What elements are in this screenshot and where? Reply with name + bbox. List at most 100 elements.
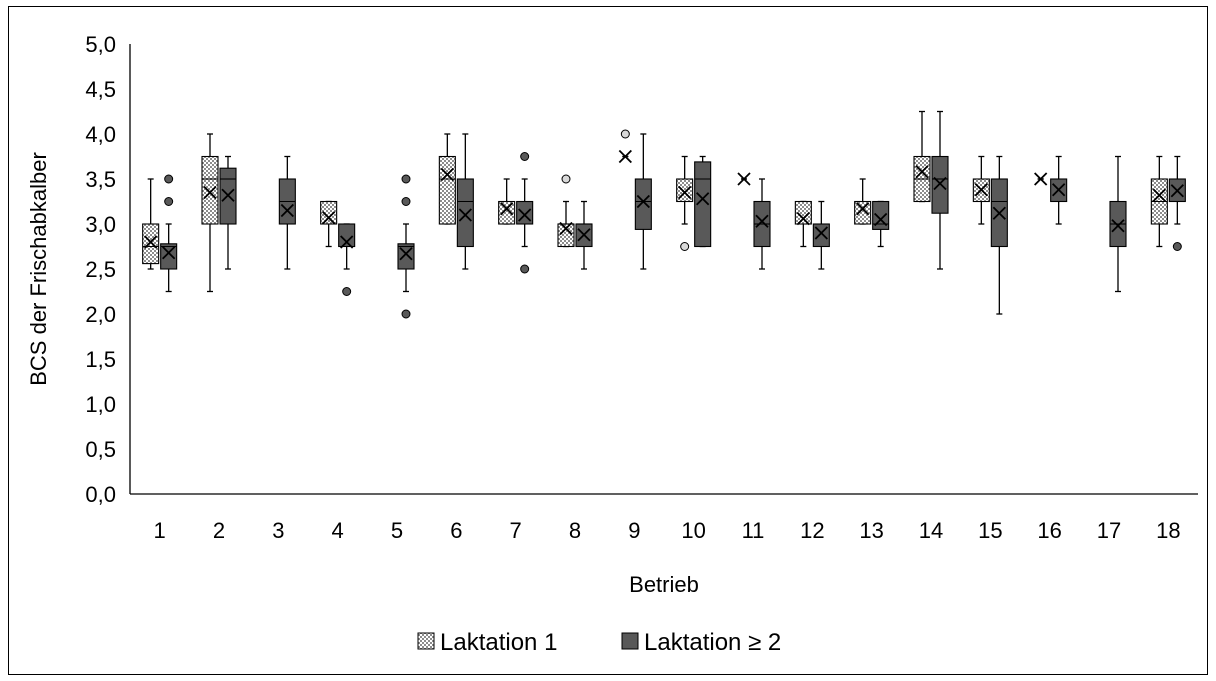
mean-marker	[458, 208, 472, 222]
box-laktation-1-betrieb-10	[676, 155, 694, 251]
mean-marker	[518, 208, 532, 222]
x-tick-label: 11	[742, 518, 765, 543]
box-laktation-1-betrieb-11	[737, 172, 751, 186]
outlier-point	[164, 174, 174, 184]
mean-marker	[1052, 183, 1066, 197]
legend-swatch-laktation-1	[417, 632, 435, 650]
y-tick-label: 4,0	[85, 122, 116, 147]
mean-marker	[636, 194, 650, 209]
y-tick-label: 3,0	[85, 212, 116, 237]
legend-label-laktation-2-plus: Laktation ≥ 2	[644, 629, 781, 656]
mean-marker	[814, 226, 828, 240]
x-tick-label: 9	[628, 518, 640, 543]
box-laktation-1-betrieb-15	[972, 155, 990, 225]
box-laktation-1-betrieb-9	[618, 129, 632, 164]
x-tick-label: 7	[510, 518, 522, 543]
y-tick-label: 1,0	[85, 392, 116, 417]
box-laktation-2-plus-betrieb-18	[1168, 155, 1186, 251]
box-laktation-1-betrieb-2	[201, 133, 219, 293]
box-laktation-2-plus-betrieb-14	[931, 110, 949, 270]
mean-marker	[322, 211, 336, 225]
box-iqr	[438, 155, 456, 225]
y-axis-ticks: 0,0 0,5 1,0 1,5 2,0 2,5 3,0 3,5 4,0 4,5 5,0	[85, 32, 116, 507]
legend-swatch-laktation-2-plus	[621, 632, 639, 650]
outlier-point	[164, 197, 174, 206]
box-laktation-1-betrieb-16	[1034, 172, 1048, 186]
x-tick-label: 17	[1097, 518, 1121, 543]
outlier-point	[561, 174, 571, 184]
box-laktation-2-plus-betrieb-9	[634, 133, 652, 270]
mean-marker	[974, 183, 988, 197]
outlier-point	[401, 309, 411, 319]
box-iqr	[694, 161, 712, 248]
mean-marker	[221, 188, 235, 202]
box-laktation-1-betrieb-13	[854, 178, 872, 225]
mean-marker	[440, 167, 454, 182]
y-tick-label: 1,5	[85, 347, 116, 372]
mean-marker	[933, 176, 947, 191]
y-tick-label: 2,5	[85, 257, 116, 282]
box-iqr	[498, 200, 516, 225]
outlier-point	[342, 287, 352, 296]
mean-marker	[280, 203, 294, 218]
box-laktation-2-plus-betrieb-17	[1109, 155, 1127, 293]
x-tick-label: 15	[978, 518, 1002, 543]
box-laktation-2-plus-betrieb-10	[694, 155, 712, 248]
legend: Laktation 1 Laktation ≥ 2	[417, 629, 781, 656]
mean-marker	[992, 206, 1006, 220]
mean-marker	[559, 221, 573, 236]
box-laktation-2-plus-betrieb-5	[397, 174, 415, 319]
outlier-point	[401, 174, 411, 184]
box-laktation-2-plus-betrieb-1	[160, 174, 178, 293]
box-iqr	[160, 243, 178, 270]
x-tick-label: 5	[391, 518, 403, 543]
x-tick-label: 14	[919, 518, 943, 543]
y-tick-label: 5,0	[85, 32, 116, 57]
box-laktation-2-plus-betrieb-11	[753, 178, 771, 270]
box-laktation-1-betrieb-12	[794, 200, 812, 248]
outlier-point	[620, 129, 630, 139]
x-tick-label: 12	[800, 518, 824, 543]
box-laktation-2-plus-betrieb-12	[812, 200, 830, 270]
y-tick-label: 0,0	[85, 482, 116, 507]
box-laktation-2-plus-betrieb-15	[990, 155, 1008, 315]
box-iqr	[201, 155, 219, 225]
box-laktation-2-plus-betrieb-2	[219, 155, 237, 270]
box-iqr	[456, 178, 474, 248]
box-laktation-2-plus-betrieb-3	[278, 155, 296, 270]
x-tick-label: 4	[332, 518, 344, 543]
mean-marker	[915, 165, 929, 179]
box-laktation-2-plus-betrieb-16	[1050, 155, 1068, 225]
mean-marker	[162, 246, 176, 260]
box-iqr	[931, 155, 949, 214]
x-tick-label: 18	[1156, 518, 1180, 543]
mean-marker	[618, 149, 632, 164]
outlier-point	[401, 197, 411, 206]
box-iqr	[142, 223, 160, 265]
box-laktation-1-betrieb-7	[498, 178, 516, 225]
box-laktation-2-plus-betrieb-13	[872, 200, 890, 248]
mean-marker	[696, 192, 710, 206]
outlier-point	[680, 242, 690, 251]
y-tick-label: 4,5	[85, 77, 116, 102]
box-iqr	[854, 200, 872, 225]
x-axis-title: Betrieb	[629, 572, 699, 597]
box-laktation-1-betrieb-14	[913, 110, 931, 203]
x-tick-label: 2	[213, 518, 225, 543]
y-tick-label: 2,0	[85, 302, 116, 327]
outlier-point	[1172, 242, 1182, 251]
mean-marker	[755, 214, 769, 228]
outlier-point	[520, 152, 530, 161]
box-iqr	[634, 178, 652, 230]
box-laktation-1-betrieb-4	[320, 200, 338, 248]
x-tick-label: 8	[569, 518, 581, 543]
box-laktation-1-betrieb-6	[438, 133, 456, 225]
x-tick-label: 6	[450, 518, 462, 543]
box-laktation-2-plus-betrieb-7	[516, 152, 534, 274]
mean-marker	[1111, 219, 1125, 233]
y-tick-label: 0,5	[85, 437, 116, 462]
x-tick-label: 1	[154, 518, 166, 543]
mean-marker	[737, 172, 751, 186]
mean-marker	[399, 247, 413, 261]
outlier-point	[520, 264, 530, 274]
